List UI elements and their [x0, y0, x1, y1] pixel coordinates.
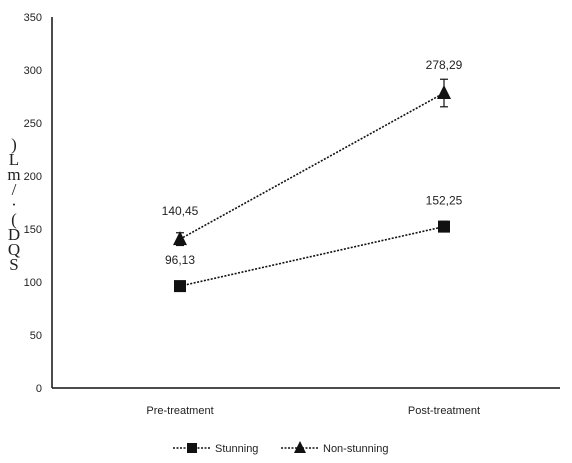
x-axis: Pre-treatment Post-treatment	[52, 387, 560, 417]
y-axis-label-char: D	[8, 225, 20, 244]
series-line-non-stunning	[179, 92, 445, 240]
legend-label: Non-stunning	[323, 443, 388, 455]
data-labels: 96,13 152,25 140,45 278,29	[162, 58, 463, 267]
data-point-triangle	[437, 85, 451, 100]
data-label: 278,29	[426, 58, 463, 72]
data-point-square	[174, 280, 186, 293]
data-point-square	[438, 220, 450, 233]
y-tick-label: 50	[30, 330, 42, 342]
y-axis-label-char: /	[12, 180, 17, 199]
y-tick-label: 150	[24, 224, 42, 236]
data-point-triangle	[173, 231, 187, 246]
y-axis-label-char: m	[7, 165, 20, 184]
y-tick-label: 200	[24, 171, 42, 183]
y-axis-label-char: ·	[11, 195, 17, 214]
y-tick-label: 250	[24, 118, 42, 130]
y-tick-label: 350	[24, 12, 42, 24]
y-axis-label-char: )	[11, 135, 17, 154]
x-tick-label: Pre-treatment	[146, 405, 213, 417]
y-axis-label-char: L	[9, 150, 19, 169]
y-tick-label: 0	[36, 383, 42, 395]
y-axis-label-char: S	[9, 255, 18, 274]
y-axis-label-char: (	[11, 210, 17, 229]
data-label: 140,45	[162, 204, 199, 218]
legend-label: Stunning	[215, 443, 258, 455]
series-line-stunning	[179, 225, 445, 287]
data-label: 152,25	[426, 194, 463, 208]
legend-square-marker	[187, 443, 197, 453]
series-layer	[173, 78, 451, 293]
data-label: 96,13	[165, 253, 195, 267]
x-tick-label: Post-treatment	[408, 405, 480, 417]
y-tick-label: 300	[24, 65, 42, 77]
y-tick-label: 100	[24, 277, 42, 289]
y-axis-label-char: Q	[8, 240, 20, 259]
legend: Stunning Non-stunning	[173, 441, 388, 455]
legend-triangle-marker	[294, 441, 306, 453]
